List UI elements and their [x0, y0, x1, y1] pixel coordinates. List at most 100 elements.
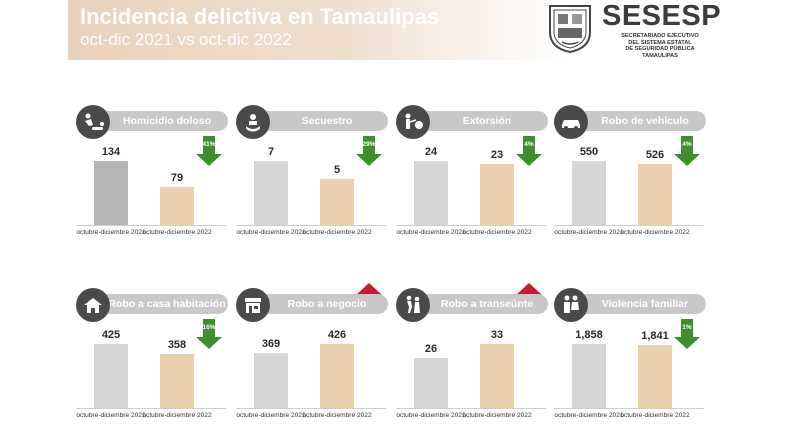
org-name-line: DEL SISTEMA ESTATAL: [628, 39, 692, 46]
data-label: 358: [167, 339, 187, 351]
x-tick-label: octubre-diciembre 2021: [236, 229, 306, 236]
baseline: [396, 225, 546, 226]
baseline: [396, 408, 546, 409]
chart-panel: Robo a transeúnte 26 33 octubre-diciembre 2…: [390, 283, 548, 438]
data-label: 79: [170, 172, 184, 184]
bar-2021: [572, 161, 606, 225]
chart-title: Robo de vehículo: [576, 111, 706, 131]
chart-panel: Robo a casa habitación 425 358 octubre-dici…: [70, 288, 228, 438]
change-percent: 29%: [362, 141, 376, 148]
data-label: 33: [490, 329, 504, 341]
change-percent: 4%: [524, 141, 534, 148]
x-tick-label: octubre-diciembre 2022: [142, 229, 212, 236]
bar-2022: [638, 164, 672, 225]
chart-panel: Extorsión 24 23 octubre-diciembre 2021 octub…: [390, 105, 548, 255]
bar-2021: [414, 161, 448, 225]
bar-2021: [94, 161, 128, 225]
homicide-icon: [76, 105, 110, 139]
data-label: 1,841: [641, 330, 669, 342]
org-name-line: TAMAULIPAS: [642, 52, 678, 59]
tamaulipas-seal-icon: [549, 5, 591, 54]
chart-title: Robo a negocio: [258, 294, 388, 314]
baseline: [236, 408, 386, 409]
chart-title: Robo a casa habitación: [98, 294, 228, 314]
chart-title: Extorsión: [418, 111, 548, 131]
x-tick-label: octubre-diciembre 2022: [302, 412, 372, 419]
bar-2022: [320, 179, 354, 225]
decrease-arrow-icon: 29%: [356, 136, 382, 166]
baseline: [554, 225, 704, 226]
decrease-arrow-icon: 41%: [196, 136, 222, 166]
bar-2021: [254, 353, 288, 408]
chart-panel: Robo de vehículo 550 526 octubre-diciembre …: [548, 105, 706, 255]
x-tick-label: octubre-diciembre 2021: [396, 229, 466, 236]
chart-title: Robo a transeúnte: [418, 294, 548, 314]
house-icon: [76, 288, 110, 322]
x-tick-label: octubre-diciembre 2021: [236, 412, 306, 419]
data-label: 26: [424, 343, 438, 355]
decrease-arrow-icon: 16%: [196, 319, 222, 349]
bar-2022: [160, 354, 194, 408]
chart-panel: Homicidio doloso 134 79 octubre-diciembre 2…: [70, 105, 228, 255]
org-name-line: SECRETARIADO EJECUTIVO: [621, 33, 699, 39]
bar-2021: [254, 161, 288, 225]
bar-2021: [94, 344, 128, 408]
bar-2021: [414, 358, 448, 408]
data-label: 425: [101, 329, 121, 341]
x-tick-label: octubre-diciembre 2021: [76, 412, 146, 419]
x-tick-label: octubre-diciembre 2021: [554, 229, 624, 236]
data-label: 1,858: [575, 329, 603, 341]
baseline: [76, 225, 226, 226]
chart-title: Secuestro: [258, 111, 388, 131]
change-percent: 41%: [202, 141, 216, 148]
x-tick-label: octubre-diciembre 2022: [620, 229, 690, 236]
decrease-arrow-icon: 4%: [674, 136, 700, 166]
change-percent: 4%: [682, 141, 692, 148]
data-label: 24: [424, 146, 438, 158]
data-label: 426: [327, 329, 347, 341]
x-tick-label: octubre-diciembre 2021: [554, 412, 624, 419]
bar-2022: [480, 164, 514, 225]
data-label: 23: [490, 149, 504, 161]
baseline: [236, 225, 386, 226]
chart-panel: Robo a negocio 369 426 octubre-diciembre 20…: [230, 283, 388, 438]
bar-2022: [638, 345, 672, 408]
page-subtitle: oct-dic 2021 vs oct-dic 2022: [80, 30, 292, 49]
store-icon: [236, 288, 270, 322]
chart-panel: Violencia familiar 1,858 1,841 octubre-dici…: [548, 288, 706, 438]
data-label: 526: [645, 149, 665, 161]
chart-title: Homicidio doloso: [98, 111, 228, 131]
chart-title: Violencia familiar: [576, 294, 706, 314]
bar-2022: [480, 344, 514, 408]
decrease-arrow-icon: 1%: [674, 319, 700, 349]
pedestrian-icon: [396, 288, 430, 322]
data-label: 134: [101, 146, 121, 158]
org-name-line: DE SEGURIDAD PÚBLICA: [625, 46, 695, 52]
org-acronym: SESESP: [602, 0, 722, 32]
decrease-arrow-icon: 4%: [516, 136, 542, 166]
x-tick-label: octubre-diciembre 2022: [302, 229, 372, 236]
x-tick-label: octubre-diciembre 2022: [620, 412, 690, 419]
chart-panel: Secuestro 7 5 octubre-diciembre 2021 octubre…: [230, 105, 388, 255]
data-label: 550: [579, 146, 599, 158]
x-tick-label: octubre-diciembre 2021: [396, 412, 466, 419]
data-label: 369: [261, 338, 281, 350]
data-label: 7: [267, 146, 275, 158]
bar-2021: [572, 344, 606, 408]
baseline: [76, 408, 226, 409]
kidnapping-icon: [236, 105, 270, 139]
x-tick-label: octubre-diciembre 2022: [142, 412, 212, 419]
header-band: [68, 0, 568, 60]
x-tick-label: octubre-diciembre 2022: [462, 229, 532, 236]
page-title: Incidencia delictiva en Tamaulipas: [80, 4, 440, 29]
x-tick-label: octubre-diciembre 2021: [76, 229, 146, 236]
x-tick-label: octubre-diciembre 2022: [462, 412, 532, 419]
bar-2022: [160, 187, 194, 225]
change-percent: 1%: [682, 324, 692, 331]
baseline: [554, 408, 704, 409]
extortion-icon: [396, 105, 430, 139]
car-icon: [554, 105, 588, 139]
family-icon: [554, 288, 588, 322]
change-percent: 16%: [202, 324, 216, 331]
data-label: 5: [333, 164, 341, 176]
